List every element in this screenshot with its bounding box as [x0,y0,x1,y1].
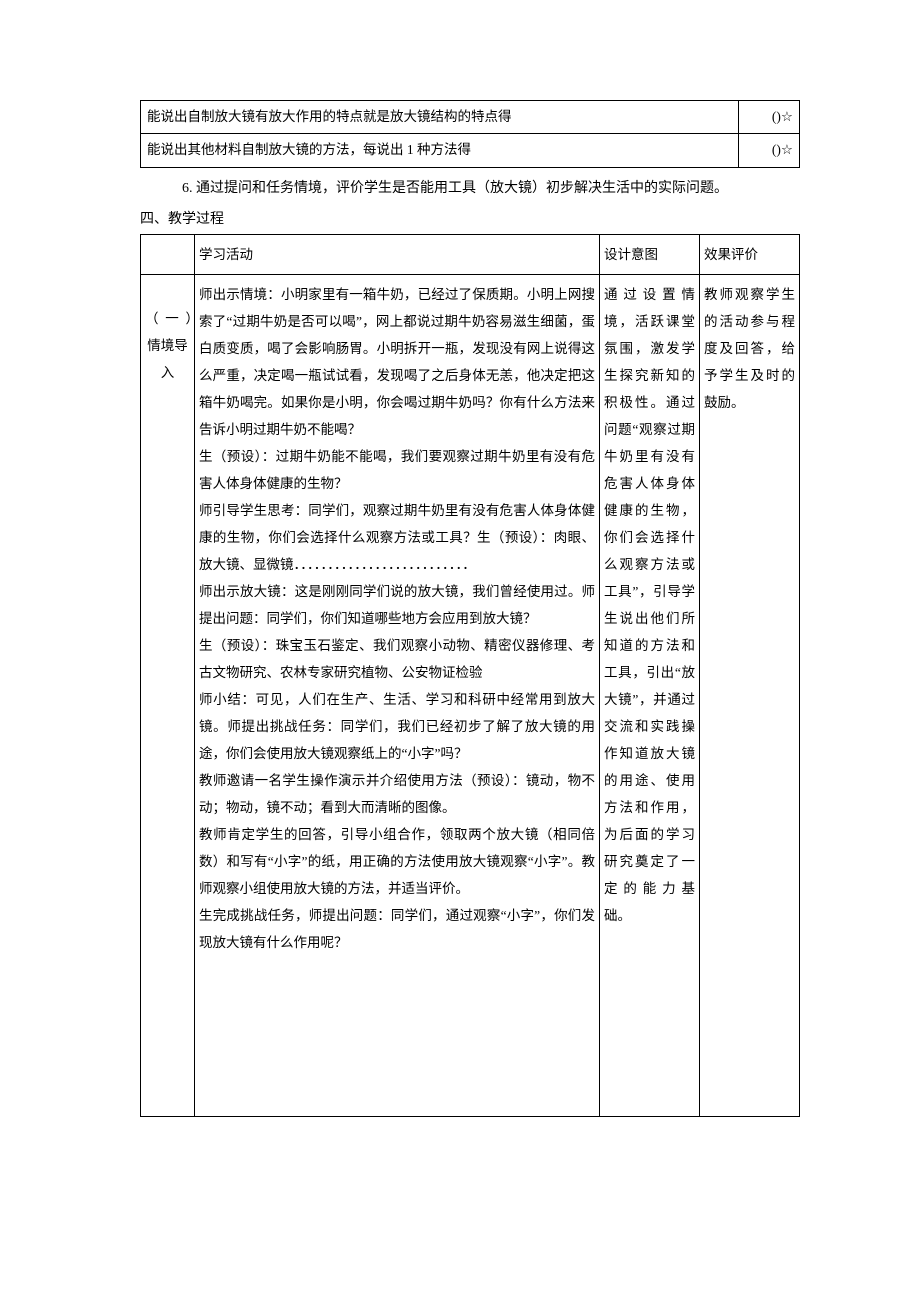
stage-label: 情境导入 [145,332,190,386]
stage-number: （一） [145,305,190,332]
note-line: 6. 通过提问和任务情境，评价学生是否能用工具（放大镜）初步解决生活中的实际问题… [140,176,800,201]
section-title: 四、教学过程 [140,207,800,232]
header-stage [141,234,195,274]
table-header-row: 学习活动 设计意图 效果评价 [141,234,800,274]
eval-text: 教师观察学生的活动参与程度及回答，给予学生及时的鼓励。 [704,281,795,416]
table-row: 能说出其他材料自制放大镜的方法，每说出 1 种方法得 ()☆ [141,134,800,167]
intent-text: 通过设置情境，活跃课堂氛围，激发学生探究新知的积极性。通过问题“观察过期牛奶里有… [604,281,695,929]
header-intent: 设计意图 [600,234,700,274]
rubric-text: 能说出自制放大镜有放大作用的特点就是放大镜结构的特点得 [141,101,739,134]
rubric-score: ()☆ [739,101,800,134]
header-activity: 学习活动 [195,234,600,274]
rubric-text: 能说出其他材料自制放大镜的方法，每说出 1 种方法得 [141,134,739,167]
page-container: 能说出自制放大镜有放大作用的特点就是放大镜结构的特点得 ()☆ 能说出其他材料自… [0,0,920,1301]
activity-cell: 师出示情境：小明家里有一箱牛奶，已经过了保质期。小明上网搜索了“过期牛奶是否可以… [195,274,600,1116]
rubric-table: 能说出自制放大镜有放大作用的特点就是放大镜结构的特点得 ()☆ 能说出其他材料自… [140,100,800,168]
table-row: 能说出自制放大镜有放大作用的特点就是放大镜结构的特点得 ()☆ [141,101,800,134]
rubric-score: ()☆ [739,134,800,167]
activity-text: 师出示情境：小明家里有一箱牛奶，已经过了保质期。小明上网搜索了“过期牛奶是否可以… [199,281,595,956]
eval-cell: 教师观察学生的活动参与程度及回答，给予学生及时的鼓励。 [700,274,800,1116]
intent-cell: 通过设置情境，活跃课堂氛围，激发学生探究新知的积极性。通过问题“观察过期牛奶里有… [600,274,700,1116]
stage-cell: （一） 情境导入 [141,274,195,1116]
table-row: （一） 情境导入 师出示情境：小明家里有一箱牛奶，已经过了保质期。小明上网搜索了… [141,274,800,1116]
teaching-process-table: 学习活动 设计意图 效果评价 （一） 情境导入 师出示情境：小明家里有一箱牛奶，… [140,234,800,1117]
header-eval: 效果评价 [700,234,800,274]
